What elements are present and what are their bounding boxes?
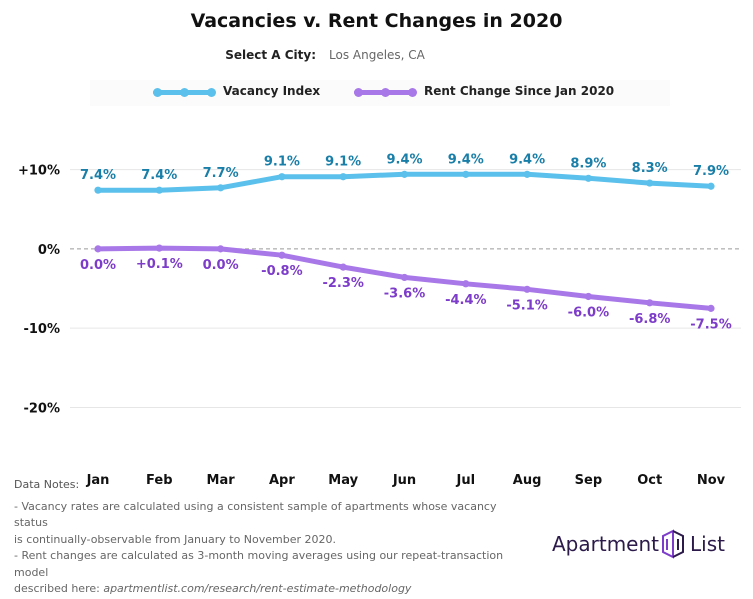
data-label-vacancy: 7.4%	[80, 168, 116, 183]
x-tick-label: May	[328, 473, 358, 488]
series	[94, 170, 715, 312]
data-label-rent: +0.1%	[136, 257, 183, 272]
data-point-vacancy	[217, 184, 225, 192]
data-label-rent: -0.8%	[261, 264, 302, 279]
logo-word-list: List	[690, 532, 725, 556]
legend-dot	[153, 88, 162, 97]
x-axis-ticks: Jan Feb Mar Apr May Jun Jul Aug Sep Oct Nov	[86, 473, 726, 488]
legend-dot	[354, 88, 363, 97]
data-label-rent: -5.1%	[506, 298, 547, 313]
data-label-vacancy: 9.4%	[448, 152, 484, 167]
y-axis-ticks: +10% 0% -10% -20%	[18, 164, 60, 417]
data-label-rent: -7.5%	[690, 317, 731, 332]
x-tick-label: Sep	[575, 473, 603, 488]
data-label-vacancy: 9.1%	[325, 155, 361, 170]
data-label-vacancy: 9.4%	[386, 152, 422, 167]
data-point-vacancy	[278, 173, 286, 181]
x-tick-label: Aug	[513, 473, 542, 488]
data-label-vacancy: 8.3%	[632, 161, 668, 176]
chart-legend: Vacancy Index Rent Change Since Jan 2020	[90, 80, 670, 106]
methodology-link[interactable]: apartmentlist.com/research/rent-estimate…	[103, 582, 412, 595]
data-label-rent: 0.0%	[80, 258, 116, 273]
data-point-vacancy	[523, 170, 531, 178]
logo-word-apartment: Apartment	[552, 532, 660, 556]
data-point-vacancy	[155, 186, 163, 194]
data-label-vacancy: 9.1%	[264, 155, 300, 170]
data-point-rent	[707, 304, 715, 312]
data-point-rent	[584, 292, 593, 301]
data-point-vacancy	[646, 179, 654, 187]
legend-label-vacancy: Vacancy Index	[223, 84, 321, 98]
data-point-vacancy	[94, 186, 102, 194]
x-tick-label: Nov	[697, 473, 726, 488]
data-note-line: - Rent changes are calculated as 3-month…	[14, 549, 504, 579]
legend-dot	[408, 88, 417, 97]
data-point-rent	[339, 263, 347, 271]
y-tick-label: 0%	[38, 243, 60, 258]
chart-title: Vacancies v. Rent Changes in 2020	[190, 10, 563, 32]
data-label-rent: -3.6%	[384, 286, 425, 301]
data-label-rent: -6.0%	[568, 305, 609, 320]
data-label-rent: -4.4%	[445, 293, 486, 308]
line-chart: +10% 0% -10% -20% Jan Feb Mar Apr May Jun Jul Aug S…	[18, 152, 741, 488]
x-tick-label: Jun	[392, 473, 416, 488]
legend-dot	[381, 88, 390, 97]
data-point-vacancy	[584, 174, 593, 182]
x-tick-label: Feb	[146, 473, 172, 488]
data-point-rent	[94, 245, 102, 253]
data-label-vacancy: 7.9%	[693, 164, 729, 179]
data-label-vacancy: 8.9%	[570, 156, 606, 171]
legend-dot	[207, 88, 216, 97]
data-point-rent	[523, 285, 531, 293]
y-tick-label: -10%	[23, 322, 60, 337]
data-point-vacancy	[400, 170, 409, 178]
data-labels: 7.4% 7.4% 7.7% 9.1% 9.1% 9.4% 9.4% 9.4% 8.9% 8.3%…	[80, 152, 732, 332]
x-tick-label: Jan	[86, 473, 110, 488]
data-note-line: - Vacancy rates are calculated using a c…	[14, 499, 497, 530]
data-point-rent	[278, 251, 286, 259]
city-selector-value[interactable]: Los Angeles, CA	[329, 48, 425, 62]
x-tick-label: Oct	[637, 473, 662, 488]
legend-label-rent: Rent Change Since Jan 2020	[424, 84, 615, 98]
y-tick-label: +10%	[18, 164, 60, 179]
data-point-vacancy	[339, 173, 347, 181]
data-label-rent: 0.0%	[203, 258, 239, 273]
data-notes: Data Notes: - Vacancy rates are calculat…	[14, 477, 524, 598]
y-tick-label: -20%	[23, 401, 60, 416]
data-point-rent	[400, 273, 409, 282]
data-point-vacancy	[462, 170, 470, 178]
data-notes-heading: Data Notes:	[14, 478, 80, 491]
data-note-prefix: described here:	[14, 582, 104, 595]
data-label-vacancy: 7.4%	[141, 168, 177, 183]
data-label-rent: -6.8%	[629, 312, 670, 327]
gridlines	[70, 169, 741, 408]
city-selector-label: Select A City:	[225, 48, 316, 62]
x-tick-label: Jul	[456, 473, 476, 488]
data-note-line: is continually-observable from January t…	[14, 532, 337, 546]
x-tick-label: Mar	[207, 473, 236, 488]
x-tick-label: Apr	[269, 473, 295, 488]
data-point-rent	[462, 280, 470, 288]
apartment-list-logo: Apartment List	[552, 528, 742, 560]
data-label-rent: -2.3%	[322, 276, 363, 291]
data-label-vacancy: 9.4%	[509, 152, 545, 167]
logo-mark-icon	[662, 529, 684, 559]
data-point-rent	[217, 245, 225, 253]
data-note-line: described here: apartmentlist.com/resear…	[14, 581, 524, 598]
data-label-vacancy: 7.7%	[203, 166, 239, 181]
data-point-rent	[155, 244, 163, 252]
data-point-rent	[646, 299, 654, 307]
data-point-vacancy	[707, 182, 715, 190]
legend-dot	[180, 88, 189, 97]
